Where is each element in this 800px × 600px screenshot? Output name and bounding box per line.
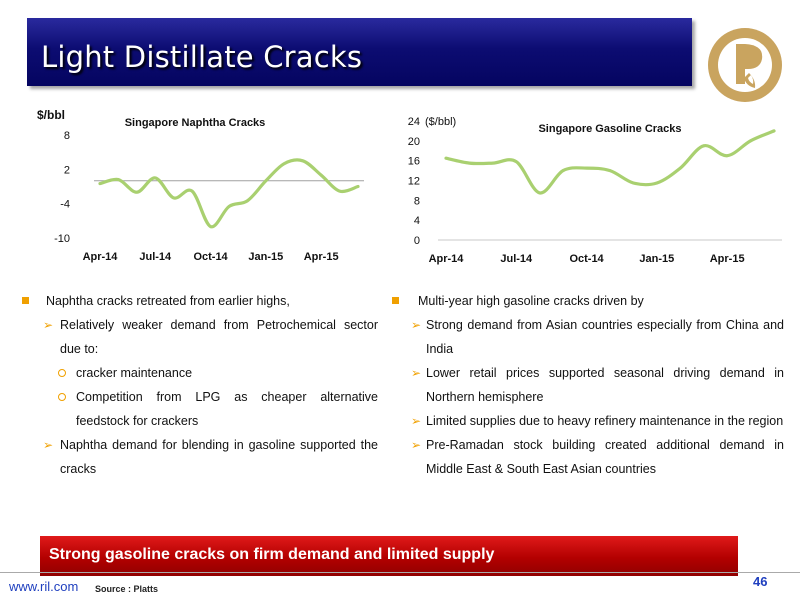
right-sub-bullet: Pre-Ramadan stock building created addit… bbox=[426, 438, 784, 476]
reliance-logo bbox=[708, 28, 782, 102]
y-tick-label: 2 bbox=[64, 164, 70, 176]
y-tick-label: 24 bbox=[408, 116, 420, 128]
right-sub-bullet: Strong demand from Asian countries espec… bbox=[426, 318, 784, 356]
gasoline-cracks-chart: Singapore Gasoline Cracks ($/bbl) 24 20 16 12… bbox=[408, 116, 782, 265]
naphtha-cracks-chart: Singapore Naphtha Cracks $/bbl 8 2 -4 -10 Apr-… bbox=[37, 108, 364, 263]
x-tick-label: Oct-14 bbox=[193, 251, 228, 263]
circle-bullet-icon bbox=[58, 369, 66, 377]
y-tick-label: 12 bbox=[408, 176, 420, 188]
data-point bbox=[172, 196, 176, 200]
page-number: 46 bbox=[753, 574, 768, 589]
data-point bbox=[468, 161, 471, 165]
x-tick-label: Apr-14 bbox=[83, 251, 119, 263]
data-point bbox=[538, 191, 542, 195]
x-tick-label: Apr-14 bbox=[429, 253, 465, 265]
data-point bbox=[725, 154, 729, 158]
arrow-bullet-icon: ➢ bbox=[411, 438, 422, 452]
data-point bbox=[655, 181, 659, 185]
website-link[interactable]: www.ril.com bbox=[9, 579, 79, 594]
data-point bbox=[608, 169, 612, 172]
x-tick-label: Oct-14 bbox=[569, 253, 604, 265]
data-point bbox=[444, 156, 448, 160]
slide-title: Light Distillate Cracks bbox=[41, 40, 363, 74]
left-sub-sub-bullet: Competition from LPG as cheaper alternat… bbox=[76, 390, 378, 428]
left-sub-bullet: Relatively weaker demand from Petrochemi… bbox=[60, 318, 378, 356]
data-point bbox=[264, 179, 268, 183]
y-tick-label: 8 bbox=[414, 195, 420, 207]
data-point bbox=[702, 144, 706, 148]
data-point bbox=[153, 176, 157, 180]
data-point bbox=[514, 160, 518, 164]
arrow-bullet-icon: ➢ bbox=[411, 318, 422, 332]
arrow-bullet-icon: ➢ bbox=[43, 438, 54, 452]
data-point bbox=[209, 225, 212, 228]
data-point bbox=[319, 173, 323, 177]
x-tick-label: Jul-14 bbox=[139, 251, 172, 263]
summary-banner: Strong gasoline cracks on firm demand an… bbox=[40, 536, 738, 576]
data-point bbox=[282, 162, 286, 166]
data-point bbox=[561, 169, 565, 172]
y-tick-label: 8 bbox=[64, 130, 70, 142]
y-tick-label: -4 bbox=[60, 199, 70, 211]
y-tick-label: -10 bbox=[54, 233, 70, 245]
right-bullet-list: Multi-year high gasoline cracks driven b… bbox=[390, 289, 784, 481]
chart-title: Singapore Naphtha Cracks bbox=[125, 117, 266, 129]
right-main-bullet: Multi-year high gasoline cracks driven b… bbox=[418, 294, 644, 308]
y-tick-label: 0 bbox=[414, 235, 420, 247]
x-tick-label: Apr-15 bbox=[304, 251, 339, 263]
footer-divider bbox=[0, 572, 800, 573]
y-tick-label: 16 bbox=[408, 156, 420, 168]
bullet-square-icon bbox=[392, 297, 399, 304]
data-point bbox=[491, 161, 495, 165]
banner-text: Strong gasoline cracks on firm demand an… bbox=[49, 546, 495, 563]
left-bullet-list: Naphtha cracks retreated from earlier hi… bbox=[22, 289, 378, 481]
y-axis-label: $/bbl bbox=[37, 108, 65, 122]
data-point bbox=[135, 190, 139, 194]
data-point bbox=[585, 166, 588, 170]
data-point bbox=[749, 139, 752, 143]
data-point bbox=[772, 129, 776, 133]
data-point bbox=[98, 182, 102, 186]
x-tick-label: Jan-15 bbox=[639, 253, 674, 265]
data-point bbox=[117, 178, 120, 182]
arrow-bullet-icon: ➢ bbox=[43, 318, 54, 332]
right-sub-bullet: Limited supplies due to heavy refinery m… bbox=[426, 414, 784, 428]
y-tick-label: 4 bbox=[414, 215, 420, 227]
arrow-bullet-icon: ➢ bbox=[411, 366, 422, 380]
left-sub-bullet: Naphtha demand for blending in gasoline … bbox=[60, 438, 378, 476]
x-tick-label: Jan-15 bbox=[248, 251, 283, 263]
left-sub-sub-bullet: cracker maintenance bbox=[76, 366, 193, 380]
y-tick-label: 20 bbox=[408, 136, 420, 148]
bullet-square-icon bbox=[22, 297, 29, 304]
x-tick-label: Jul-14 bbox=[500, 253, 533, 265]
data-point bbox=[632, 181, 635, 185]
y-axis-label: ($/bbl) bbox=[425, 116, 456, 128]
left-main-bullet: Naphtha cracks retreated from earlier hi… bbox=[46, 294, 290, 308]
data-point bbox=[227, 205, 231, 208]
x-tick-label: Apr-15 bbox=[710, 253, 745, 265]
series-line bbox=[98, 158, 360, 229]
circle-bullet-icon bbox=[58, 393, 66, 401]
data-point bbox=[301, 159, 305, 163]
title-bar: Light Distillate Cracks bbox=[27, 18, 692, 86]
source-note: Source : Platts bbox=[95, 584, 159, 594]
chart-title: Singapore Gasoline Cracks bbox=[538, 123, 681, 135]
data-point bbox=[356, 185, 360, 188]
data-point bbox=[678, 166, 682, 170]
data-point bbox=[338, 189, 341, 193]
data-point bbox=[246, 199, 249, 203]
right-sub-bullet: Lower retail prices supported seasonal d… bbox=[426, 366, 784, 404]
arrow-bullet-icon: ➢ bbox=[411, 414, 422, 428]
series-line bbox=[444, 129, 776, 195]
data-point bbox=[190, 189, 194, 193]
